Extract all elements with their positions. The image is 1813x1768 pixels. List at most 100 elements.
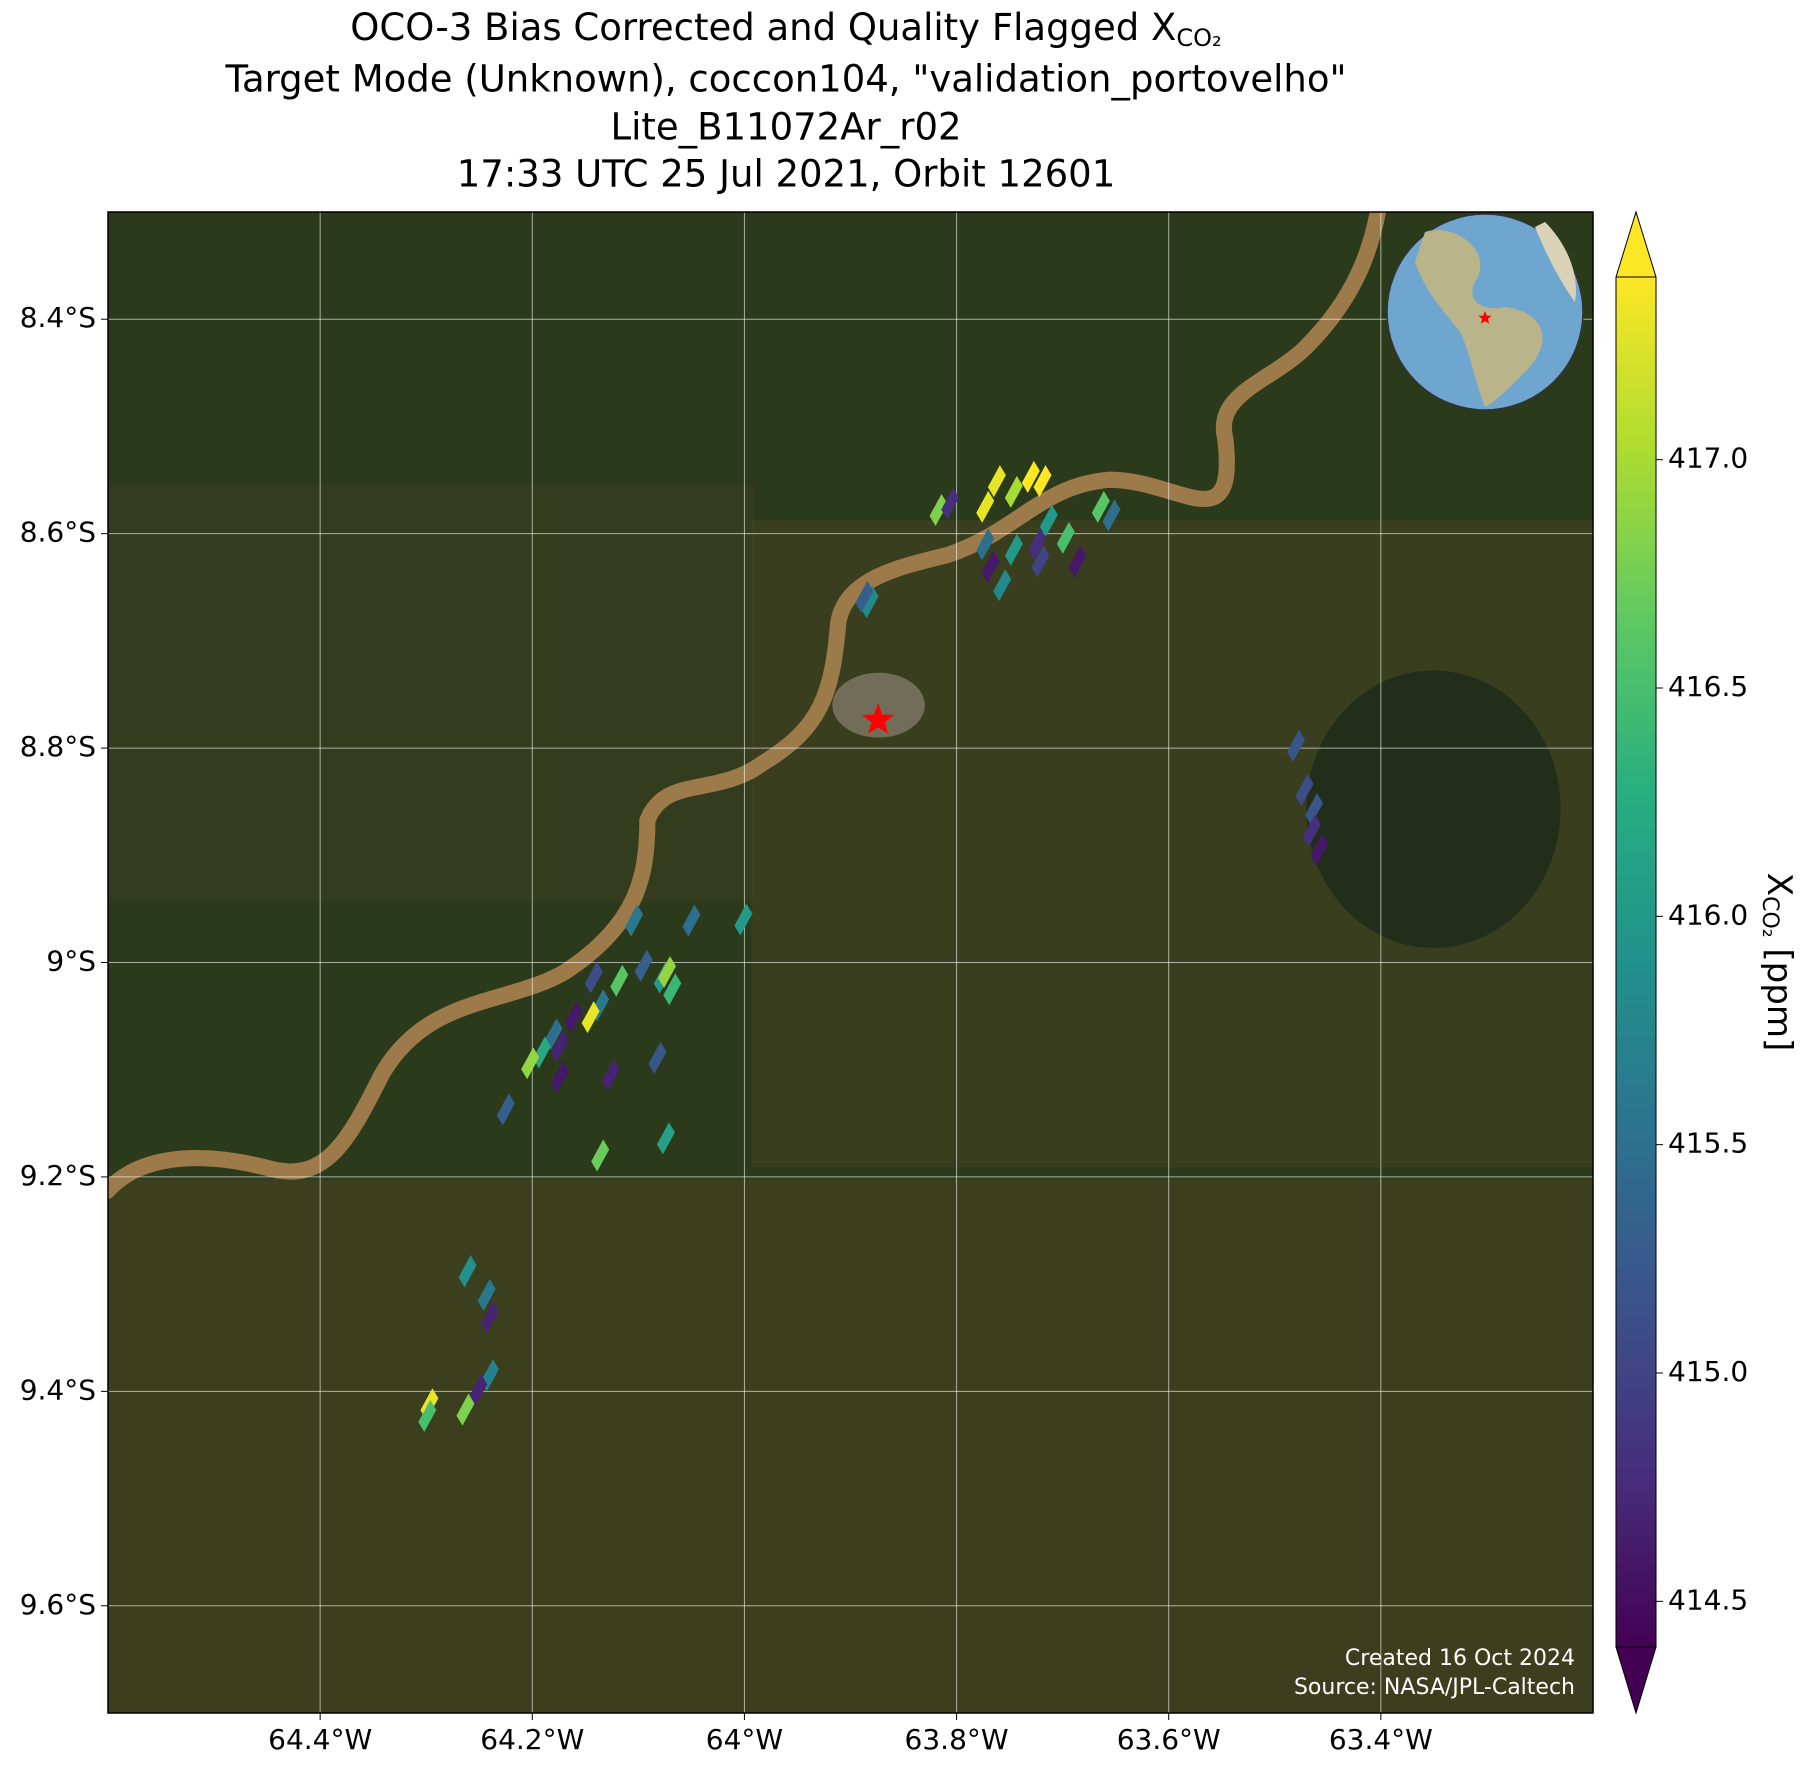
- footprint: [981, 550, 1000, 583]
- y-tick-label: 9.2°S: [20, 1159, 96, 1192]
- inset-target-star: [1478, 311, 1492, 324]
- footprint: [550, 1030, 569, 1063]
- colorbar-tick-label: 416.0: [1668, 898, 1748, 931]
- footprint: [456, 1393, 475, 1426]
- colorbar-extend-max: [1615, 210, 1657, 278]
- title-line: Lite_B11072Ar_r02: [610, 106, 961, 149]
- footprint: [1068, 545, 1087, 578]
- terrain: [108, 212, 1593, 1713]
- footprint: [663, 973, 682, 1006]
- title-text: OCO-3 Bias Corrected and Quality Flagged…: [350, 6, 1176, 49]
- footprint: [1021, 460, 1040, 493]
- footprint: [601, 1059, 620, 1092]
- map-background: [108, 212, 1593, 1713]
- footprint: [1305, 793, 1324, 826]
- footprint: [860, 586, 879, 619]
- footprint: [976, 528, 995, 561]
- footprint: [1028, 528, 1047, 561]
- y-tick-label: 8.6°S: [20, 516, 96, 549]
- colorbar-label-unit: [ppm]: [1760, 948, 1800, 1051]
- footprint: [1031, 545, 1050, 578]
- footprint: [734, 903, 753, 936]
- colorbar-frame: [1615, 276, 1657, 1648]
- footprint: [1004, 475, 1023, 508]
- footprint: [1033, 465, 1052, 498]
- footprint: [418, 1400, 437, 1433]
- title-subscript: CO₂: [1176, 24, 1221, 52]
- cleared-land: [108, 485, 755, 902]
- footprints: [418, 460, 1329, 1433]
- footprint: [656, 1122, 675, 1155]
- footprint: [458, 1255, 477, 1288]
- footprint: [634, 949, 653, 982]
- cleared-land: [108, 1179, 1593, 1713]
- wetland: [1306, 670, 1561, 948]
- footprint: [1310, 833, 1329, 866]
- footprint: [550, 1061, 569, 1094]
- footprint: [1295, 773, 1314, 806]
- annotation: Source: NASA/JPL-Caltech: [1294, 1675, 1575, 1700]
- footprint: [591, 1139, 610, 1172]
- x-tick-label: 64.2°W: [480, 1723, 584, 1756]
- footprint: [1287, 729, 1305, 762]
- footprint: [855, 580, 874, 613]
- footprint: [1302, 814, 1321, 847]
- footprint: [564, 1001, 583, 1034]
- footprint: [1091, 490, 1110, 523]
- footprint: [625, 904, 644, 937]
- footprint: [610, 964, 629, 997]
- grid: [108, 212, 1593, 1713]
- footprint: [941, 487, 960, 520]
- footprint: [1004, 533, 1023, 566]
- footprint: [496, 1093, 515, 1126]
- x-tick-label: 63.6°W: [1117, 1723, 1221, 1756]
- title-line: 17:33 UTC 25 Jul 2021, Orbit 12601: [457, 153, 1116, 196]
- footprint: [682, 904, 701, 937]
- colorbar-label: XCO₂ [ppm]: [1757, 873, 1800, 1051]
- colorbar-label-sub: CO₂: [1757, 896, 1782, 938]
- footprint: [987, 465, 1006, 498]
- colorbar-tick-label: 417.0: [1668, 442, 1748, 475]
- footprint: [993, 569, 1012, 602]
- footprint: [477, 1278, 496, 1311]
- x-tick-label: 63.4°W: [1329, 1723, 1433, 1756]
- y-tick-label: 8.8°S: [20, 730, 96, 763]
- title-line: Target Mode (Unknown), coccon104, "valid…: [224, 58, 1346, 101]
- footprint: [1102, 499, 1121, 532]
- footprint: [544, 1018, 563, 1051]
- colorbar-gradient: [1616, 277, 1656, 1647]
- river: [108, 212, 1386, 1199]
- y-tick-label: 9.6°S: [20, 1588, 96, 1621]
- colorbar-tick-label: 415.5: [1668, 1127, 1748, 1160]
- colorbar-label-space: [1760, 938, 1800, 949]
- colorbar-label-main: X: [1760, 873, 1800, 896]
- y-tick-label: 9°S: [46, 945, 96, 978]
- x-tick-label: 64°W: [706, 1723, 783, 1756]
- x-tick-label: 64.4°W: [268, 1723, 372, 1756]
- colorbar-extend-min: [1615, 1646, 1657, 1715]
- footprint: [657, 956, 676, 989]
- title-line: OCO-3 Bias Corrected and Quality Flagged…: [350, 6, 1221, 53]
- colorbar: 414.5 415.0 415.5 416.0 416.5 417.0: [1615, 210, 1748, 1715]
- annotation: Created 16 Oct 2024: [1345, 1646, 1575, 1671]
- colorbar-tick-label: 414.5: [1668, 1583, 1748, 1616]
- colorbar-tick-label: 416.5: [1668, 670, 1748, 703]
- footprint: [521, 1047, 540, 1080]
- y-tick-label: 8.4°S: [20, 301, 96, 334]
- globe-land: [1535, 222, 1576, 302]
- globe-land: [1415, 230, 1543, 407]
- colorbar-tick-label: 415.0: [1668, 1355, 1748, 1388]
- footprint: [584, 961, 603, 994]
- footprint: [469, 1374, 488, 1407]
- target-star: [861, 703, 895, 734]
- y-tick-label: 9.4°S: [20, 1373, 96, 1406]
- footprint: [929, 494, 948, 527]
- footprint: [648, 1041, 667, 1074]
- footprint: [581, 1001, 600, 1034]
- footprint: [1039, 504, 1058, 537]
- footprint: [1056, 521, 1075, 554]
- footprint: [976, 490, 995, 523]
- x-tick-label: 63.8°W: [905, 1723, 1009, 1756]
- footprint: [480, 1301, 499, 1334]
